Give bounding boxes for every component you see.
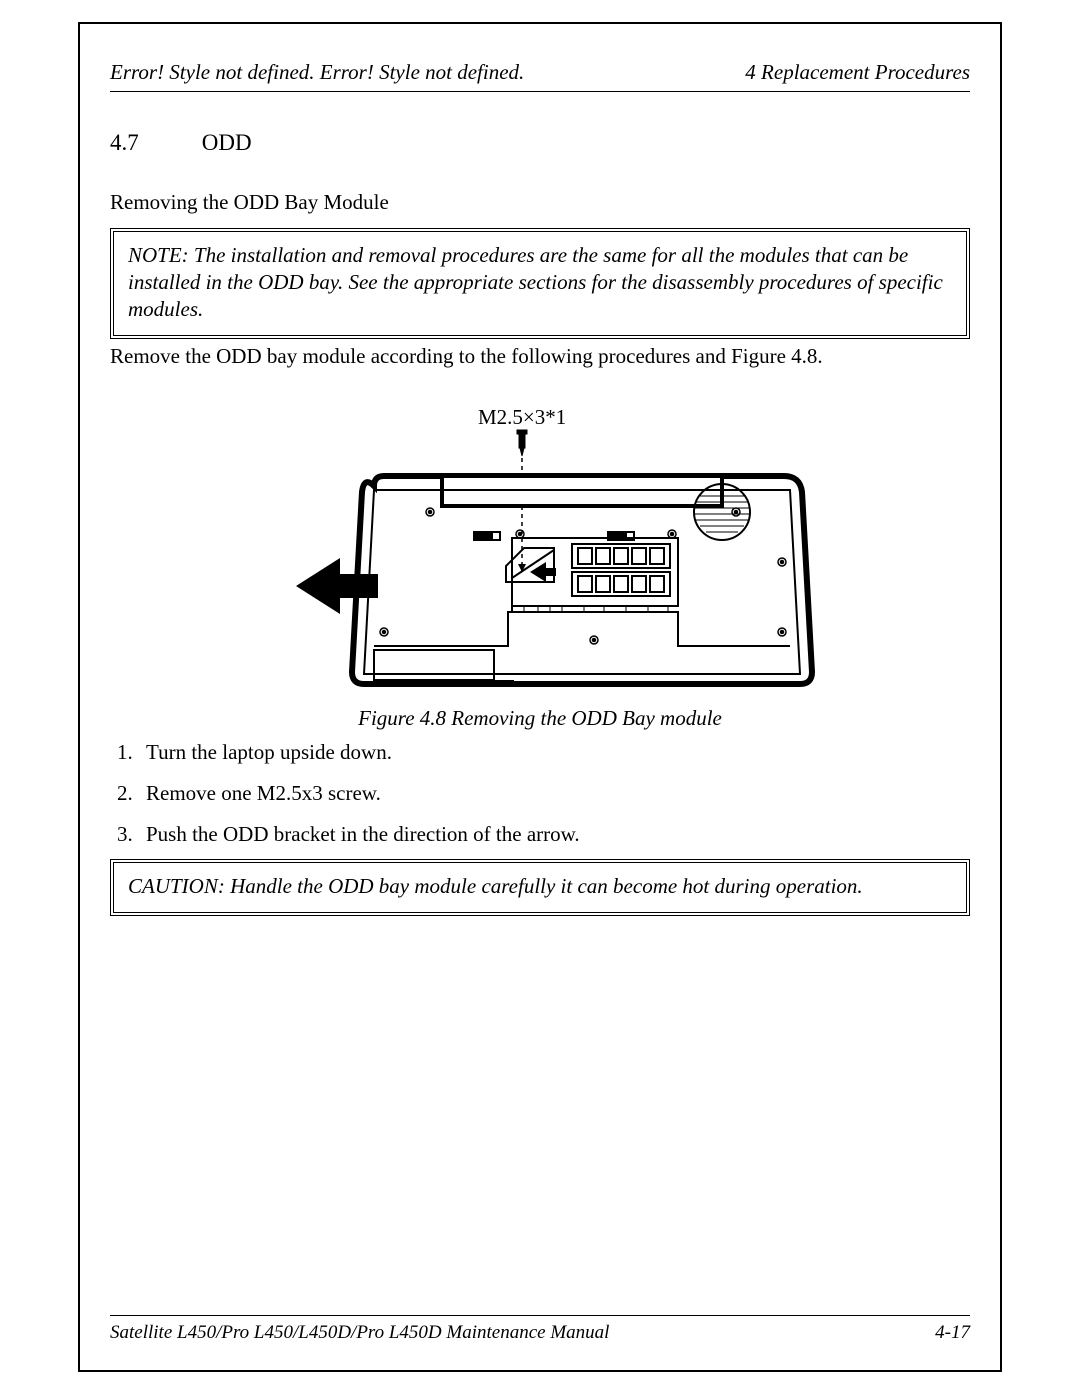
header-left: Error! Style not defined. Error! Style n… [110,60,524,85]
eject-arrow-icon [296,558,378,614]
footer-right: 4-17 [935,1322,970,1344]
page-header: Error! Style not defined. Error! Style n… [110,60,970,92]
note-box: NOTE: The installation and removal proce… [110,228,970,339]
footer-left: Satellite L450/Pro L450/L450D/Pro L450D … [110,1322,609,1344]
page-footer: Satellite L450/Pro L450/L450D/Pro L450D … [110,1315,970,1344]
step-1: Turn the laptop upside down. [138,740,580,765]
header-right: 4 Replacement Procedures [745,60,970,85]
figure-caption: Figure 4.8 Removing the ODD Bay module [80,706,1000,731]
laptop-underside-diagram [224,402,844,702]
step-3: Push the ODD bracket in the direction of… [138,822,580,847]
section-title: ODD [202,130,252,155]
section-heading: 4.7 ODD [110,130,252,156]
body-paragraph: Remove the ODD bay module according to t… [110,344,970,369]
section-number: 4.7 [110,130,196,156]
subsection-heading: Removing the ODD Bay Module [110,190,389,215]
figure-4-8: M2.5×3*1 [224,402,844,702]
caution-text: CAUTION: Handle the ODD bay module caref… [128,874,863,898]
caution-box: CAUTION: Handle the ODD bay module caref… [110,859,970,916]
step-2: Remove one M2.5x3 screw. [138,781,580,806]
page-frame: Error! Style not defined. Error! Style n… [78,22,1002,1372]
note-text: NOTE: The installation and removal proce… [128,243,943,321]
procedure-steps: Turn the laptop upside down. Remove one … [138,740,580,863]
